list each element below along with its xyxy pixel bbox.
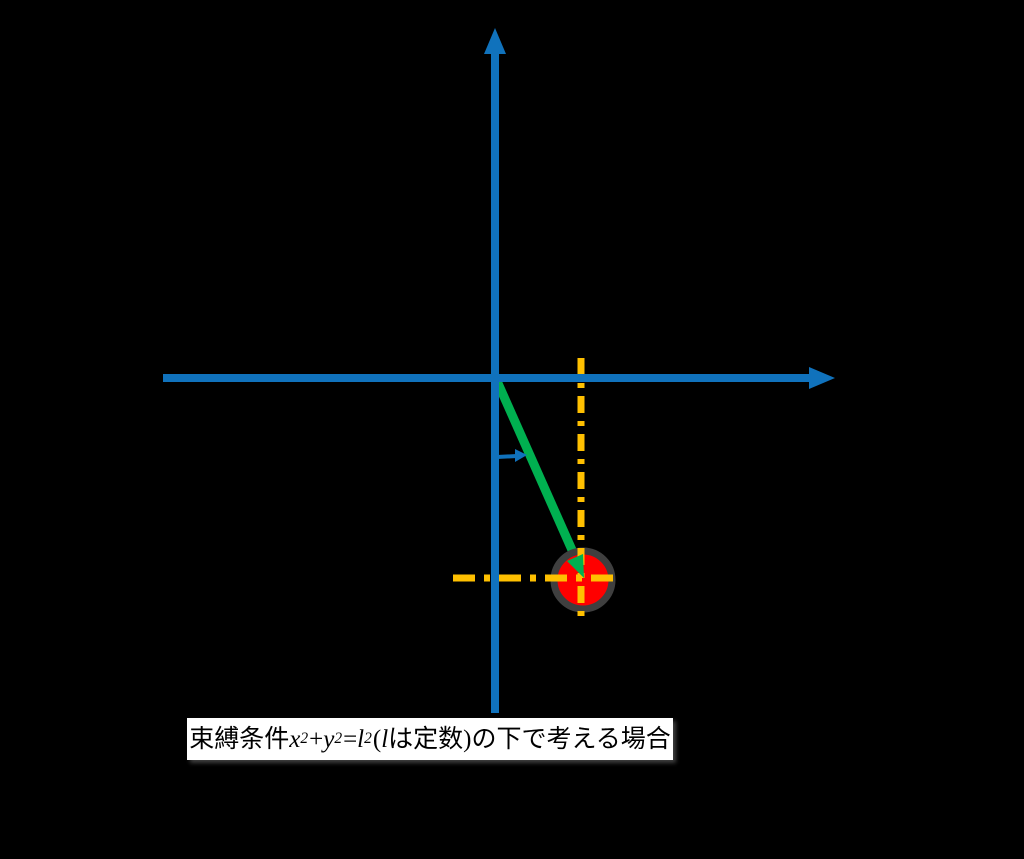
- caption-var-l: l: [357, 725, 365, 753]
- caption-jp-constant: は定数: [388, 724, 464, 753]
- x-axis-arrowhead-icon: [809, 367, 835, 389]
- angle-arrow-shaft: [496, 454, 518, 459]
- pendulum-rod-line: [492, 379, 581, 561]
- caption-plus: +: [309, 725, 324, 753]
- caption-open-paren: (: [372, 725, 382, 753]
- caption-var-y: y: [323, 725, 335, 753]
- angle-arrow-head-icon: [515, 449, 527, 462]
- caption-equals: =: [343, 725, 358, 753]
- caption-jp-prefix: 束縛条件: [189, 724, 290, 753]
- coordinate-axes: [163, 28, 835, 713]
- pendulum-rod-arrowhead-icon: [567, 554, 584, 578]
- angle-indicator-arrow: [496, 449, 527, 462]
- caption-var-l2: l: [381, 725, 389, 753]
- caption-var-x: x: [289, 725, 301, 753]
- caption-jp-suffix: の下で考える場合: [471, 724, 671, 753]
- caption-close-paren: ): [463, 725, 472, 753]
- y-axis-arrowhead-icon: [484, 28, 506, 54]
